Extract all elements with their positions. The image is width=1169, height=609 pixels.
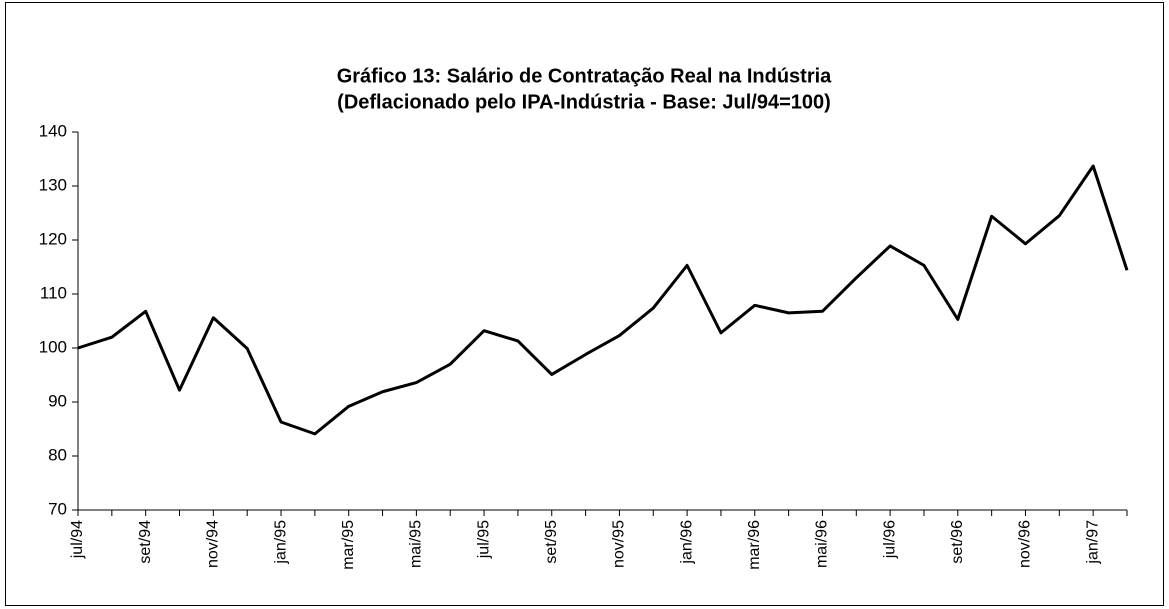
chart-title: Gráfico 13: Salário de Contratação Real …	[337, 65, 832, 87]
chart-border	[5, 2, 1164, 606]
x-tick-label: jan/95	[272, 520, 289, 565]
line	[77, 164, 1129, 436]
y-tick-label: 100	[39, 337, 67, 356]
y-tick-label: 110	[40, 283, 67, 302]
chart-subtitle: (Deflacionado pelo IPA-Indústria - Base:…	[337, 91, 831, 113]
y-tick-label: 80	[48, 445, 67, 464]
x-tick-label: jul/95	[475, 520, 492, 559]
x-tick-label: nov/95	[611, 520, 628, 568]
x-tick-label: jan/97	[1084, 520, 1101, 565]
x-tick-label: mai/96	[814, 520, 831, 568]
y-tick-label: 120	[39, 229, 67, 248]
y-tick-label: 130	[39, 175, 67, 194]
x-tick-label: set/94	[137, 520, 154, 564]
x-tick-label: nov/94	[205, 520, 222, 568]
y-tick-label: 70	[48, 499, 67, 518]
x-tick-label: set/95	[543, 520, 560, 564]
x-tick-label: mar/95	[340, 520, 357, 570]
x-tick-label: jul/94	[69, 520, 86, 559]
x-tick-label: set/96	[949, 520, 966, 564]
x-tick-label: mar/96	[746, 520, 763, 570]
x-tick-label: jul/96	[881, 520, 898, 559]
x-tick-label: mai/95	[408, 520, 425, 568]
x-tick-label: nov/96	[1017, 520, 1034, 568]
y-tick-label: 140	[39, 121, 67, 140]
x-tick-label: jan/96	[678, 520, 695, 565]
y-tick-label: 90	[48, 391, 67, 410]
